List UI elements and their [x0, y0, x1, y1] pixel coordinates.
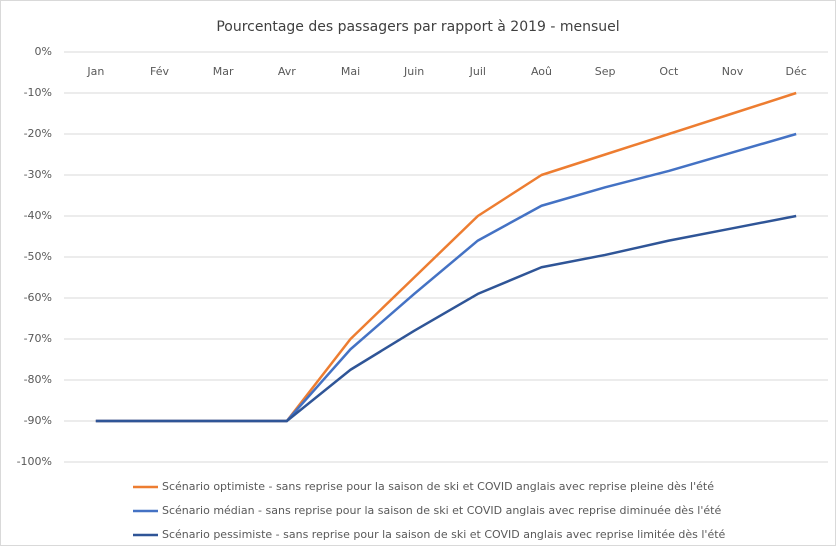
y-tick-label: -80% [24, 373, 52, 386]
y-tick-label: -40% [24, 209, 52, 222]
chart-title: Pourcentage des passagers par rapport à … [216, 19, 619, 35]
x-tick-label: Jan [86, 65, 104, 78]
legend-label: Scénario médian - sans reprise pour la s… [162, 504, 721, 517]
x-tick-label: Sep [595, 65, 616, 78]
x-tick-label: Mar [213, 65, 234, 78]
y-tick-label: -10% [24, 86, 52, 99]
x-tick-label: Aoû [531, 65, 552, 78]
x-tick-label: Juil [469, 65, 486, 78]
y-tick-label: -20% [24, 127, 52, 140]
y-tick-label: -50% [24, 250, 52, 263]
x-tick-label: Mai [341, 65, 360, 78]
y-tick-label: -60% [24, 291, 52, 304]
y-tick-label: -100% [17, 455, 52, 468]
x-tick-label: Juin [403, 65, 424, 78]
y-tick-label: -30% [24, 168, 52, 181]
x-tick-label: Avr [278, 65, 296, 78]
x-tick-label: Fév [150, 65, 169, 78]
legend-label: Scénario pessimiste - sans reprise pour … [162, 528, 726, 541]
y-tick-label: -90% [24, 414, 52, 427]
x-tick-label: Oct [659, 65, 679, 78]
x-tick-label: Nov [722, 65, 744, 78]
y-tick-label: -70% [24, 332, 52, 345]
series-line [95, 214, 797, 423]
x-tick-label: Déc [786, 65, 807, 78]
y-tick-label: 0% [35, 45, 52, 58]
legend-label: Scénario optimiste - sans reprise pour l… [162, 480, 714, 493]
